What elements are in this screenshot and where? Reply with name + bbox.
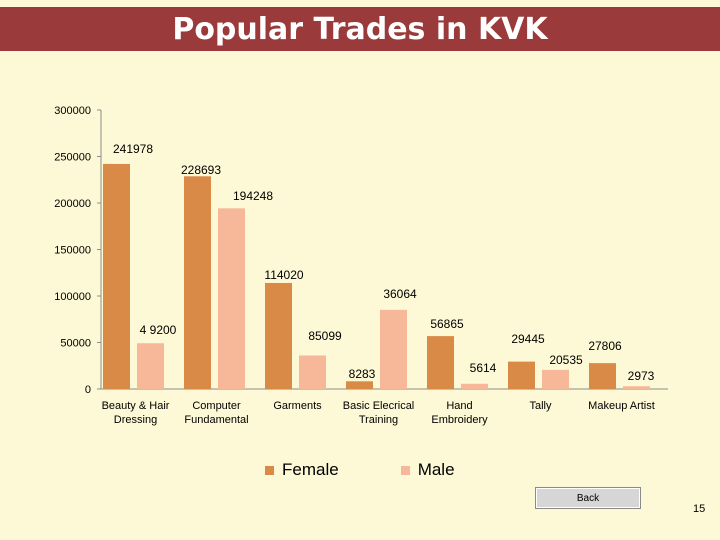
data-label-male-0: 4 9200 [140, 323, 177, 337]
legend-item-female: Female [265, 460, 339, 480]
data-label-male-2: 36064 [383, 287, 417, 301]
title-bar: Popular Trades in KVK [0, 7, 720, 51]
data-label-female-3: 8283 [349, 367, 376, 381]
y-tick-label: 250000 [54, 152, 91, 164]
bar-male-6 [623, 386, 650, 389]
y-tick-label: 200000 [54, 198, 91, 210]
bar-female-2 [265, 282, 292, 389]
legend-label-female: Female [282, 460, 339, 479]
data-label-male-4: 5614 [470, 361, 497, 375]
legend-item-male: Male [400, 460, 455, 480]
bar-female-4 [427, 336, 454, 389]
x-tick-label: Tally [529, 400, 552, 412]
data-label-male-6: 2973 [628, 369, 655, 383]
x-tick-label: Basic Elecrical [343, 400, 415, 412]
data-label-female-6: 27806 [588, 339, 622, 353]
x-tick-label: Computer [192, 400, 241, 412]
bar-male-5 [542, 369, 569, 389]
data-label-female-4: 56865 [430, 317, 464, 331]
page-number: 15 [693, 503, 706, 515]
page-title: Popular Trades in KVK [172, 11, 548, 47]
y-tick-label: 0 [85, 384, 91, 396]
x-tick-label: Garments [273, 400, 322, 412]
bar-female-3 [346, 381, 373, 389]
x-tick-label: Beauty & Hair [102, 400, 170, 412]
bar-male-3 [380, 309, 407, 389]
data-label-male-5: 20535 [549, 353, 583, 367]
bar-male-2 [299, 355, 326, 389]
bar-female-0 [103, 163, 130, 389]
data-label-male-3: 85099 [308, 329, 342, 343]
data-label-female-1: 228693 [181, 163, 221, 177]
data-label-female-0: 241978 [113, 142, 153, 156]
x-tick-label: Dressing [114, 414, 157, 426]
legend-swatch-female [265, 465, 274, 475]
x-tick-label: Makeup Artist [588, 400, 655, 412]
legend-swatch-male [400, 465, 410, 475]
data-label-female-2: 114020 [264, 268, 303, 282]
bar-female-1 [184, 176, 211, 389]
x-tick-label: Training [359, 414, 398, 426]
x-tick-label: Embroidery [431, 414, 488, 426]
legend: Female Male [265, 459, 517, 481]
bar-female-6 [589, 363, 616, 389]
data-label-male-1: 194248 [233, 189, 273, 203]
x-tick-label: Fundamental [184, 414, 248, 426]
bar-male-0 [137, 343, 164, 389]
bar-male-1 [218, 208, 245, 389]
back-button[interactable]: Back [535, 487, 641, 509]
y-tick-label: 300000 [54, 105, 91, 117]
data-label-female-5: 29445 [511, 332, 545, 346]
y-tick-label: 50000 [60, 338, 91, 350]
legend-label-male: Male [417, 460, 455, 479]
bar-male-4 [461, 383, 488, 389]
bar-female-5 [508, 361, 535, 389]
y-tick-label: 150000 [54, 245, 91, 257]
y-tick-label: 100000 [54, 291, 91, 303]
x-tick-label: Hand [446, 400, 472, 412]
